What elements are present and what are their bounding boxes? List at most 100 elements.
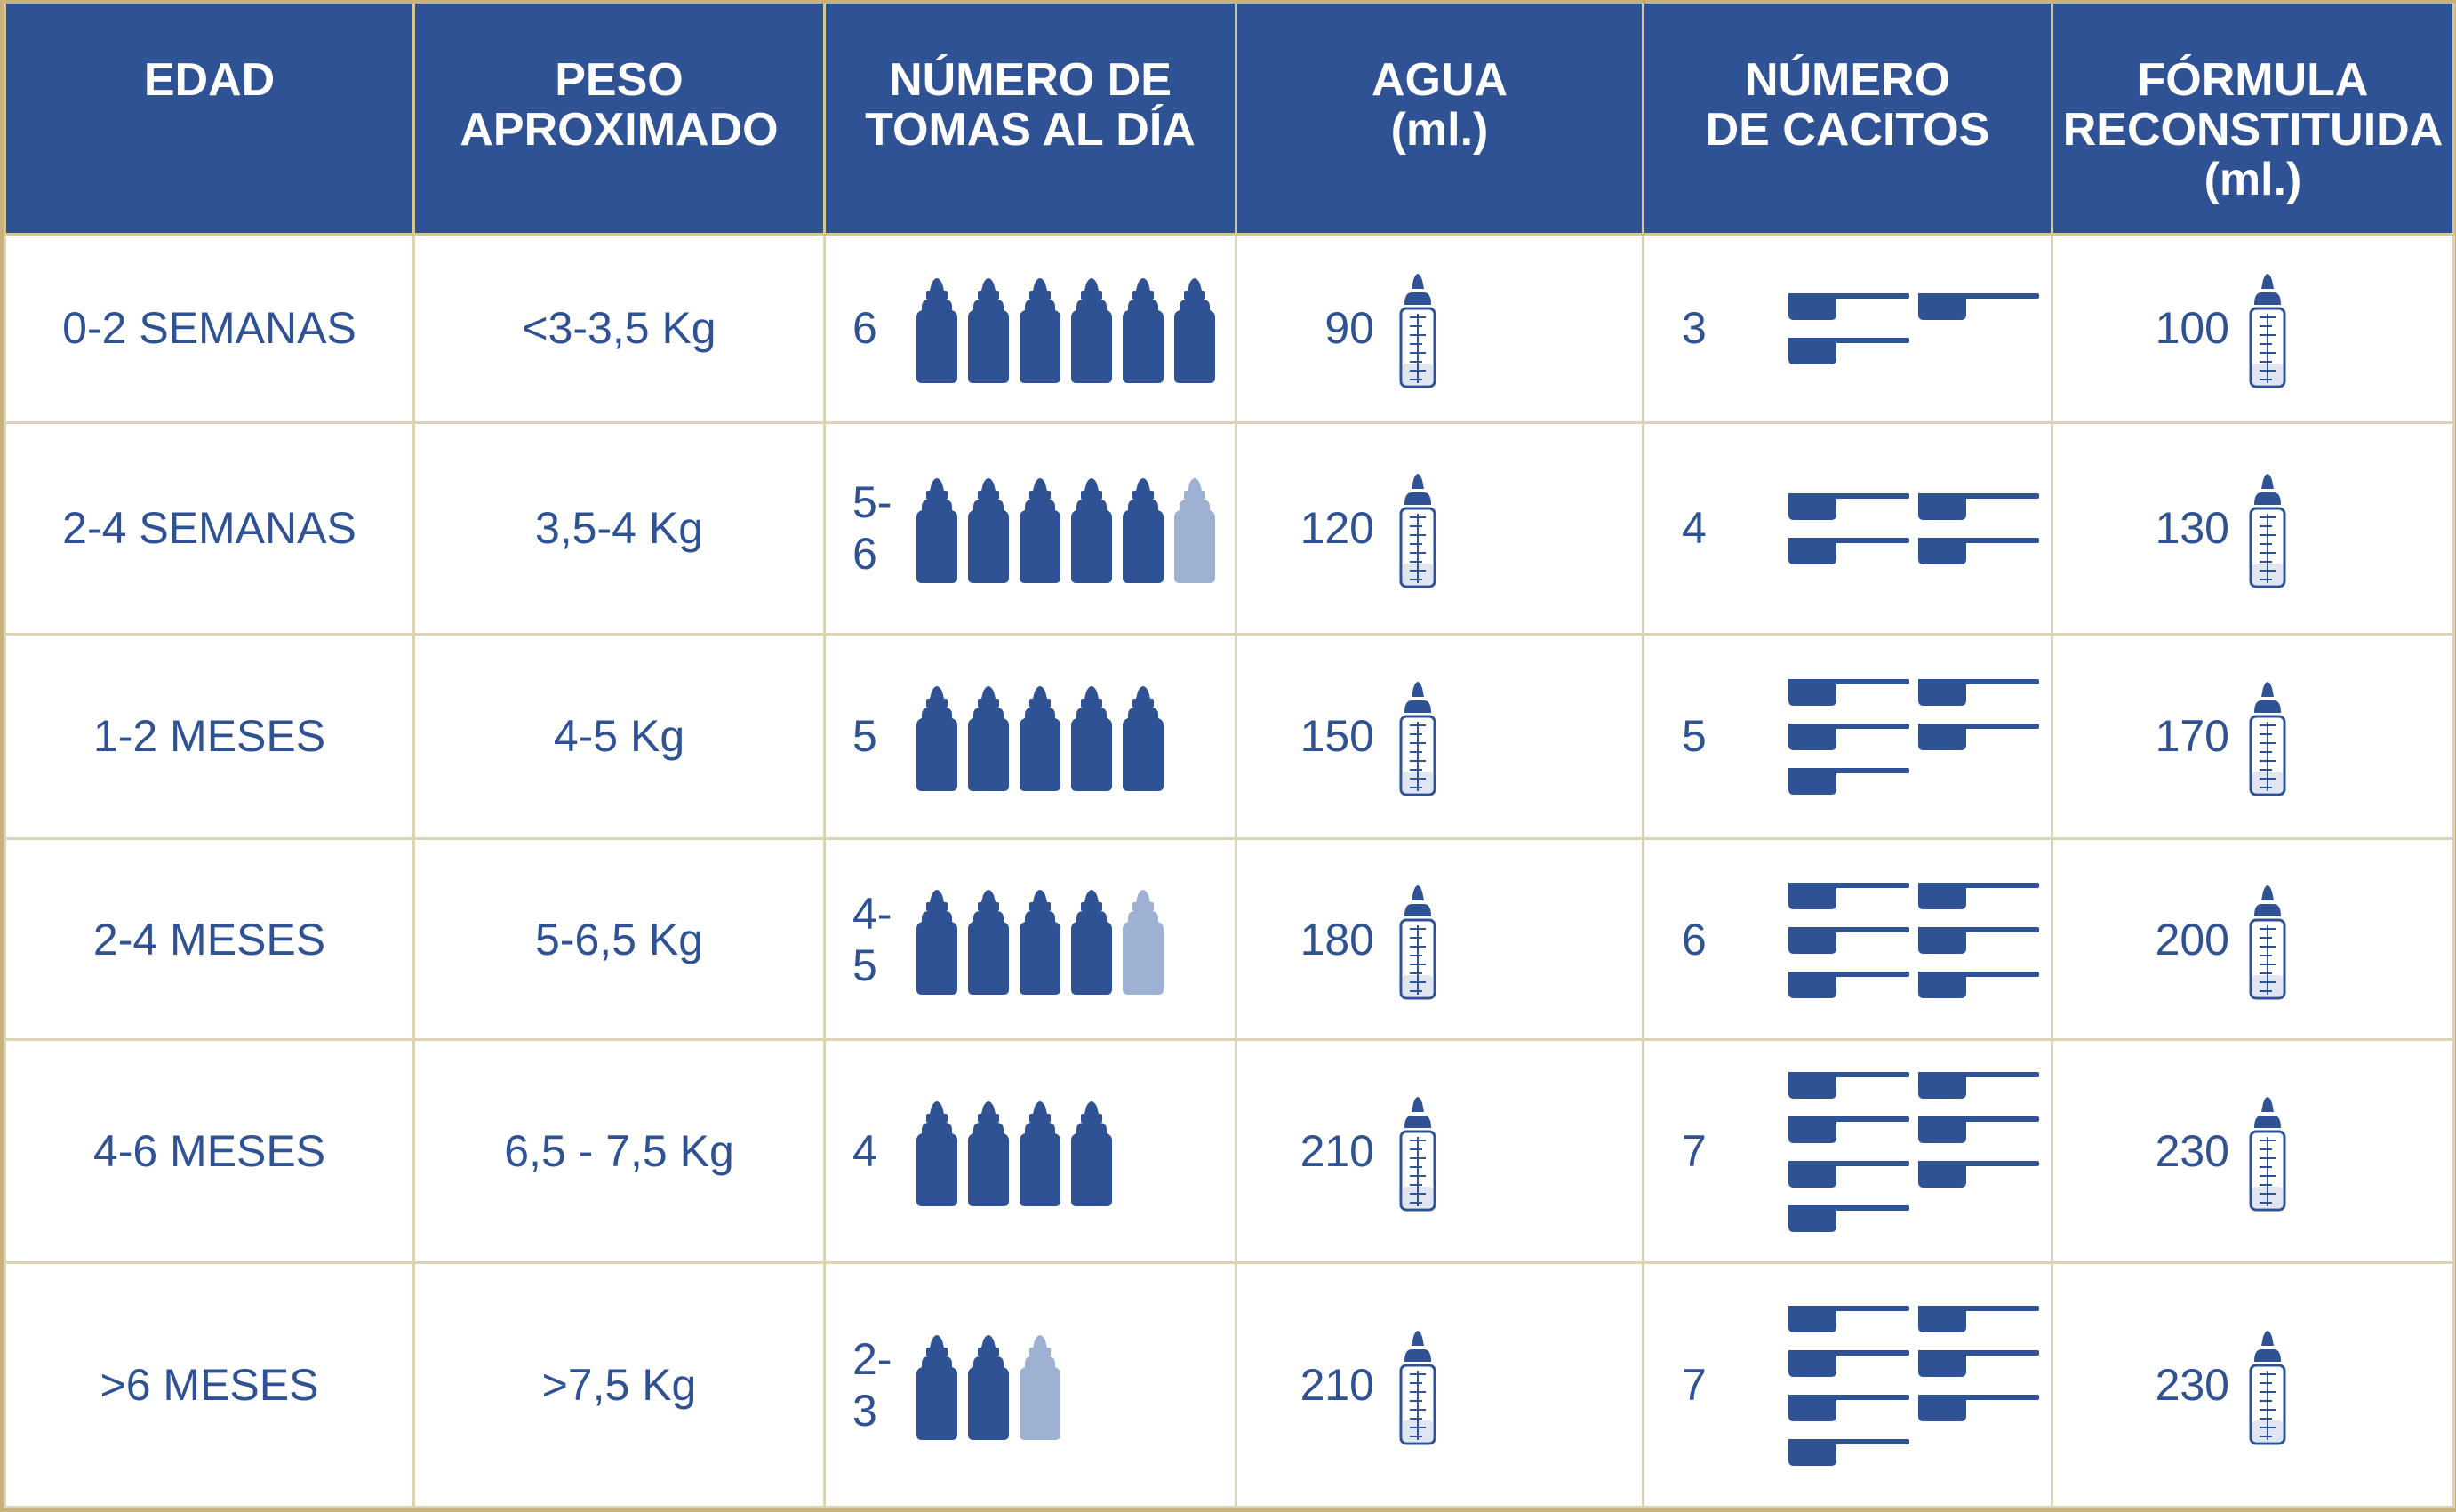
baby-bottle-icon	[1174, 478, 1215, 584]
baby-bottle-icon	[968, 278, 1009, 384]
cell-peso: 3,5-4 Kg	[412, 420, 826, 636]
cell-peso: <3-3,5 Kg	[412, 232, 826, 424]
baby-bottle-icon	[968, 1100, 1009, 1206]
scoop-icon	[1918, 538, 2039, 565]
scoop-icon	[1788, 1438, 1909, 1466]
scoop-icon	[1918, 1071, 2039, 1099]
cell-peso: 4-5 Kg	[412, 632, 826, 841]
baby-bottle-icon	[968, 478, 1009, 584]
measured-bottle-icon	[2249, 1330, 2286, 1445]
baby-bottle-icon	[1123, 686, 1164, 792]
baby-bottle-icon	[916, 1100, 957, 1206]
cell-formula: 130	[2051, 420, 2455, 636]
tomas-value: 4	[852, 1125, 877, 1176]
measured-bottle-icon	[1399, 274, 1436, 388]
header-line: DE CACITOS	[1705, 104, 1990, 156]
measured-bottle-icon	[1399, 1330, 1436, 1445]
cacitos-value: 7	[1682, 1359, 1707, 1410]
scoop-icon	[1918, 493, 2039, 521]
baby-bottle-icon	[1123, 889, 1164, 995]
scoop-group	[1788, 1302, 2039, 1468]
scoop-icon	[1918, 1394, 2039, 1421]
feeding-table-frame: EDAD PESO APROXIMADO NÚMERO DE TOMAS AL DÍ…	[4, 4, 2455, 1509]
cell-cacitos: 3	[1642, 232, 2053, 424]
cell-tomas: 4	[823, 1038, 1237, 1264]
scoop-icon	[1788, 1349, 1909, 1377]
tomas-value: 6	[852, 303, 877, 354]
header-line: NÚMERO	[1744, 54, 1951, 106]
table-row: 4-6 MESES 6,5 - 7,5 Kg 4 210 7 230	[4, 1038, 2455, 1264]
header-row: EDAD PESO APROXIMADO NÚMERO DE TOMAS AL DÍ…	[4, 4, 2455, 236]
header-peso: PESO APROXIMADO	[412, 4, 826, 236]
cell-formula: 230	[2051, 1260, 2455, 1509]
baby-bottle-icon	[1071, 478, 1112, 584]
header-line: (ml.)	[1390, 104, 1489, 156]
feeding-table: EDAD PESO APROXIMADO NÚMERO DE TOMAS AL DÍ…	[4, 4, 2455, 1509]
feed-bottles	[915, 884, 1165, 995]
cell-tomas: 5	[823, 632, 1237, 841]
scoop-icon	[1788, 971, 1909, 998]
baby-bottle-icon	[1174, 278, 1215, 384]
cell-cacitos: 5	[1642, 632, 2053, 841]
cacitos-value: 6	[1682, 914, 1707, 964]
scoop-icon	[1788, 293, 1909, 321]
cell-tomas: 6	[823, 232, 1237, 424]
scoop-icon	[1788, 882, 1909, 909]
header-line: AGUA	[1371, 54, 1508, 106]
scoop-icon	[1788, 538, 1909, 565]
header-tomas: NÚMERO DE TOMAS AL DÍA	[823, 4, 1237, 236]
scoop-group	[1788, 290, 2039, 366]
agua-value: 150	[1300, 711, 1374, 762]
cell-cacitos: 4	[1642, 420, 2053, 636]
scoop-icon	[1788, 724, 1909, 751]
measured-bottle-icon	[2249, 884, 2286, 1000]
scoop-icon	[1788, 768, 1909, 796]
cell-formula: 100	[2051, 232, 2455, 424]
cell-formula: 200	[2051, 837, 2455, 1042]
formula-value: 230	[2155, 1125, 2229, 1176]
baby-bottle-icon	[968, 686, 1009, 792]
agua-value: 120	[1300, 503, 1374, 554]
scoop-icon	[1918, 1160, 2039, 1188]
scoop-icon	[1918, 1349, 2039, 1377]
scoop-icon	[1788, 679, 1909, 707]
formula-value: 130	[2155, 503, 2229, 554]
tomas-value: 5	[852, 711, 877, 762]
baby-bottle-icon	[1020, 278, 1060, 384]
tomas-value: 2-3	[852, 1333, 892, 1436]
cell-edad: 2-4 SEMANAS	[4, 420, 415, 636]
formula-value: 230	[2155, 1359, 2229, 1410]
baby-bottle-icon	[1020, 1100, 1060, 1206]
header-formula: FÓRMULA RECONSTITUIDA (ml.)	[2051, 4, 2455, 236]
cell-peso: >7,5 Kg	[412, 1260, 826, 1509]
header-line: NÚMERO DE	[889, 54, 1172, 106]
baby-bottle-icon	[1020, 889, 1060, 995]
agua-value: 90	[1324, 303, 1374, 354]
scoop-icon	[1788, 493, 1909, 521]
cacitos-value: 7	[1682, 1125, 1707, 1176]
table-row: 1-2 MESES 4-5 Kg 5 150 5 170	[4, 632, 2455, 841]
cell-agua: 120	[1235, 420, 1644, 636]
baby-bottle-icon	[1071, 278, 1112, 384]
scoop-icon	[1918, 971, 2039, 998]
feed-bottles	[915, 473, 1217, 584]
header-line: RECONSTITUIDA	[2062, 104, 2444, 156]
cell-cacitos: 6	[1642, 837, 2053, 1042]
cell-tomas: 2-3	[823, 1260, 1237, 1509]
table-row: 2-4 SEMANAS 3,5-4 Kg 5-6 120 4 130	[4, 420, 2455, 636]
cell-peso: 5-6,5 Kg	[412, 837, 826, 1042]
scoop-icon	[1918, 679, 2039, 707]
cell-edad: 1-2 MESES	[4, 632, 415, 841]
table-row: >6 MESES >7,5 Kg 2-3 210 7 230	[4, 1260, 2455, 1509]
formula-value: 200	[2155, 914, 2229, 964]
table-row: 0-2 SEMANAS <3-3,5 Kg 6 90 3 100	[4, 232, 2455, 424]
cell-edad: 0-2 SEMANAS	[4, 232, 415, 424]
scoop-icon	[1788, 338, 1909, 365]
scoop-group	[1788, 879, 2039, 1000]
baby-bottle-icon	[1020, 686, 1060, 792]
measured-bottle-icon	[2249, 682, 2286, 796]
baby-bottle-icon	[1020, 478, 1060, 584]
formula-value: 170	[2155, 711, 2229, 762]
table-row: 2-4 MESES 5-6,5 Kg 4-5 180 6 200	[4, 837, 2455, 1042]
feed-bottles	[915, 1096, 1114, 1206]
